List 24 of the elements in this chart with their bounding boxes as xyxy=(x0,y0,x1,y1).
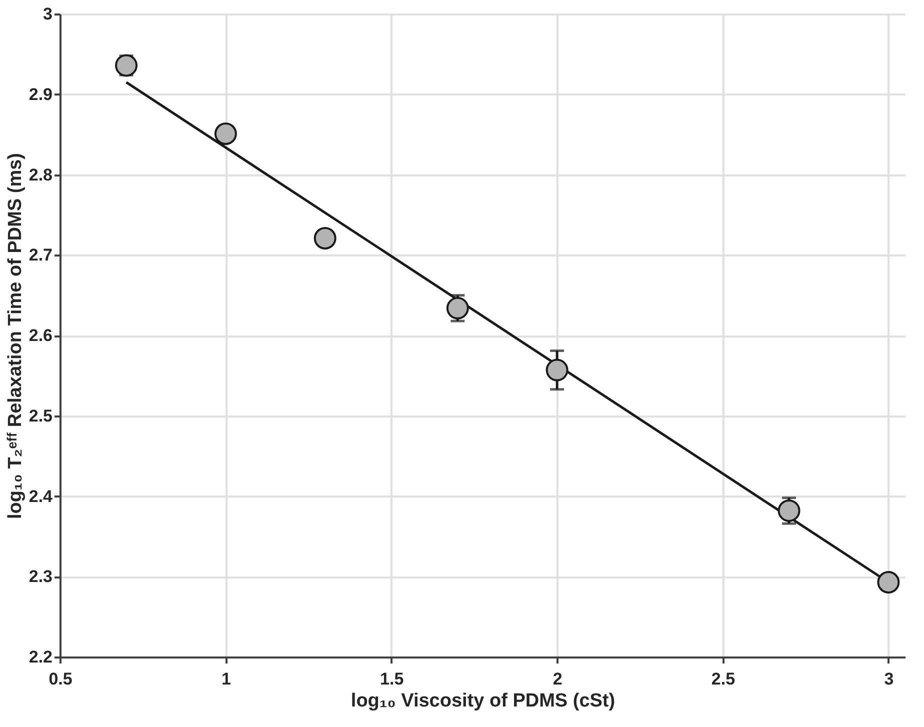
point xyxy=(446,296,469,320)
y-tick-label: 2.3 xyxy=(28,567,52,586)
x-axis-title: log₁₀ Viscosity of PDMS (cSt) xyxy=(350,690,616,712)
point xyxy=(314,227,336,250)
y-tick-label: 3 xyxy=(43,4,52,24)
y-tick-label: 2.2 xyxy=(28,648,52,666)
x-tick-label: 2 xyxy=(552,670,562,688)
y-tick-label: 2.5 xyxy=(28,406,52,426)
point xyxy=(877,571,900,594)
y-tick-label: 2.8 xyxy=(28,165,52,184)
x-tick-label: 3 xyxy=(884,670,894,688)
y-tick-label: 2.7 xyxy=(28,246,52,265)
x-tick-label: 0.5 xyxy=(48,670,72,688)
y-axis-title: log₁₀ T₂ᵉᶠᶠ Relaxation Time of PDMS (ms) xyxy=(4,152,26,520)
point xyxy=(115,54,138,77)
point xyxy=(546,358,568,382)
x-tick-label: 2.5 xyxy=(711,670,736,688)
point xyxy=(778,499,800,522)
y-tick-label: 2.6 xyxy=(28,326,52,345)
x-tick-label: 1 xyxy=(221,670,231,688)
y-tick-label: 2.9 xyxy=(28,84,52,104)
y-tick-label: 2.4 xyxy=(28,486,54,506)
point xyxy=(214,122,237,145)
x-tick-label: 1.5 xyxy=(380,670,404,688)
